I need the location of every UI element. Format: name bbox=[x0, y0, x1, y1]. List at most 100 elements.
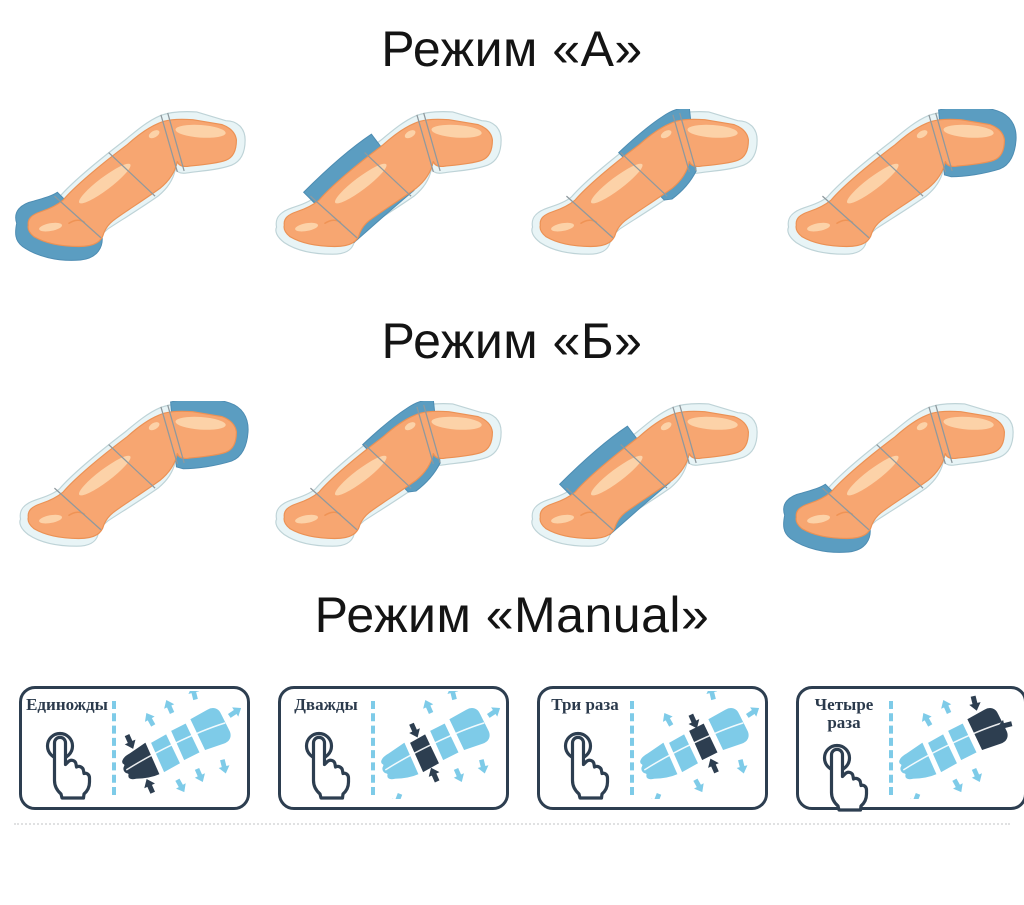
thigh-sheen bbox=[687, 124, 738, 138]
shin-sheen bbox=[846, 163, 899, 203]
foot-sheen bbox=[295, 514, 319, 523]
inflate-arrow bbox=[706, 685, 718, 701]
compress-arrow bbox=[409, 722, 420, 738]
leg-illustration-calf bbox=[275, 110, 502, 255]
cuff-chamber-knee bbox=[427, 720, 462, 763]
knee-sheen bbox=[148, 129, 160, 138]
chamber-dividers bbox=[822, 112, 953, 238]
shin-sheen bbox=[334, 163, 387, 203]
cuff-seam bbox=[384, 722, 485, 771]
compress-arrow bbox=[997, 719, 1013, 732]
leg-illustration-foot bbox=[15, 110, 246, 261]
chamber-dividers bbox=[310, 112, 441, 238]
chamber-dividers bbox=[54, 404, 185, 530]
inflate-arrow bbox=[941, 700, 952, 714]
cuff-chamber-thigh-active bbox=[964, 705, 1010, 753]
mode-b-leg-row bbox=[0, 396, 1024, 558]
thigh-sheen bbox=[943, 416, 994, 430]
chamber-dividers bbox=[310, 404, 441, 530]
inflate-arrow bbox=[453, 768, 464, 782]
foot-sheen bbox=[39, 514, 63, 523]
cuff-wrap bbox=[374, 685, 504, 808]
dashed-separator bbox=[112, 701, 116, 795]
inflate-arrow bbox=[745, 707, 760, 718]
section-mode-b: Режим «Б» bbox=[0, 266, 1024, 558]
leg-cell-highlight-thigh bbox=[0, 396, 256, 558]
knee-sheen bbox=[404, 421, 416, 430]
shin-sheen bbox=[590, 163, 643, 203]
panel-label: Единожды bbox=[26, 695, 108, 714]
cuff-chamber-thigh bbox=[187, 705, 233, 753]
panel-label: Три раза bbox=[551, 695, 619, 714]
shin-sheen bbox=[334, 455, 387, 495]
inflate-arrow bbox=[693, 778, 704, 793]
shin-sheen bbox=[590, 455, 643, 495]
foot-sheen bbox=[295, 222, 319, 231]
cuff-illustration-active-foot bbox=[119, 685, 242, 794]
inflate-arrow bbox=[188, 685, 200, 701]
knee-sheen bbox=[148, 421, 160, 430]
leg-skin bbox=[283, 410, 493, 539]
thigh-sheen bbox=[175, 124, 226, 138]
inflate-arrow bbox=[952, 778, 963, 793]
cuff-chamber-thigh bbox=[446, 705, 492, 753]
inflate-arrow bbox=[218, 759, 230, 774]
compress-arrow bbox=[969, 695, 981, 711]
inflate-arrow bbox=[910, 793, 921, 808]
compress-arrow bbox=[688, 713, 700, 729]
thigh-sheen bbox=[687, 416, 738, 430]
manual-panel-row: Единожды Дважды Три раза Четыре раза bbox=[0, 685, 1024, 812]
leg-cell-highlight-foot bbox=[768, 396, 1024, 558]
panel-label: Четыре раза bbox=[814, 695, 874, 732]
button-press-icon bbox=[822, 743, 869, 812]
compress-arrow bbox=[124, 734, 136, 749]
mode-b-title: Режим «Б» bbox=[381, 313, 643, 369]
cuff-chamber-knee bbox=[945, 720, 980, 763]
dashed-separator bbox=[630, 701, 634, 795]
cuff-chamber-thigh bbox=[705, 705, 751, 753]
mode-manual-title: Режим «Manual» bbox=[314, 587, 710, 643]
shin-sheen bbox=[846, 455, 899, 495]
thigh-sheen bbox=[943, 124, 994, 138]
pointing-hand bbox=[829, 747, 869, 812]
compress-arrow bbox=[428, 767, 440, 783]
knee-sheen bbox=[660, 129, 672, 138]
chamber-dividers bbox=[822, 404, 953, 530]
inflate-arrow bbox=[921, 713, 933, 727]
cuff-seam bbox=[125, 722, 226, 771]
leg-skin bbox=[27, 410, 237, 539]
leg-cell-highlight-calf bbox=[512, 396, 768, 558]
press-icon-wrap bbox=[297, 730, 353, 802]
leg-cell-highlight-foot bbox=[0, 104, 256, 266]
manual-panel-knee: Три раза bbox=[537, 685, 768, 810]
cuff-seam bbox=[643, 722, 744, 771]
cuff-wrap bbox=[115, 685, 245, 803]
cuff-chamber-calf-active bbox=[407, 731, 442, 775]
pointing-hand bbox=[311, 735, 351, 800]
pointing-hand bbox=[52, 735, 92, 800]
manual-panel-thigh: Четыре раза bbox=[796, 686, 1024, 812]
cuff-illustration-active-calf bbox=[378, 685, 501, 808]
cuff-chamber-calf bbox=[666, 731, 701, 775]
cuff-wrap bbox=[633, 685, 763, 808]
leg-skin bbox=[539, 410, 749, 539]
compress-arrow bbox=[144, 779, 156, 794]
leg-illustration-thigh bbox=[787, 108, 1017, 255]
leg-illustration-knee bbox=[531, 108, 758, 255]
shin-sheen bbox=[78, 163, 131, 203]
leg-cell-highlight-knee bbox=[256, 396, 512, 558]
thigh-sheen bbox=[431, 416, 482, 430]
press-icon-wrap bbox=[815, 742, 871, 812]
inflate-arrow bbox=[486, 707, 501, 718]
leg-skin bbox=[283, 118, 493, 247]
inflate-arrow bbox=[662, 713, 674, 727]
mode-a-leg-row bbox=[0, 104, 1024, 266]
inflate-arrow bbox=[477, 759, 489, 774]
mode-a-title: Режим «А» bbox=[381, 21, 643, 77]
foot-sheen bbox=[551, 514, 575, 523]
dashed-separator bbox=[371, 701, 375, 795]
cuff-illustration-active-knee bbox=[637, 685, 760, 808]
manual-panel-foot: Единожды bbox=[19, 685, 250, 810]
foot-sheen bbox=[807, 514, 831, 523]
